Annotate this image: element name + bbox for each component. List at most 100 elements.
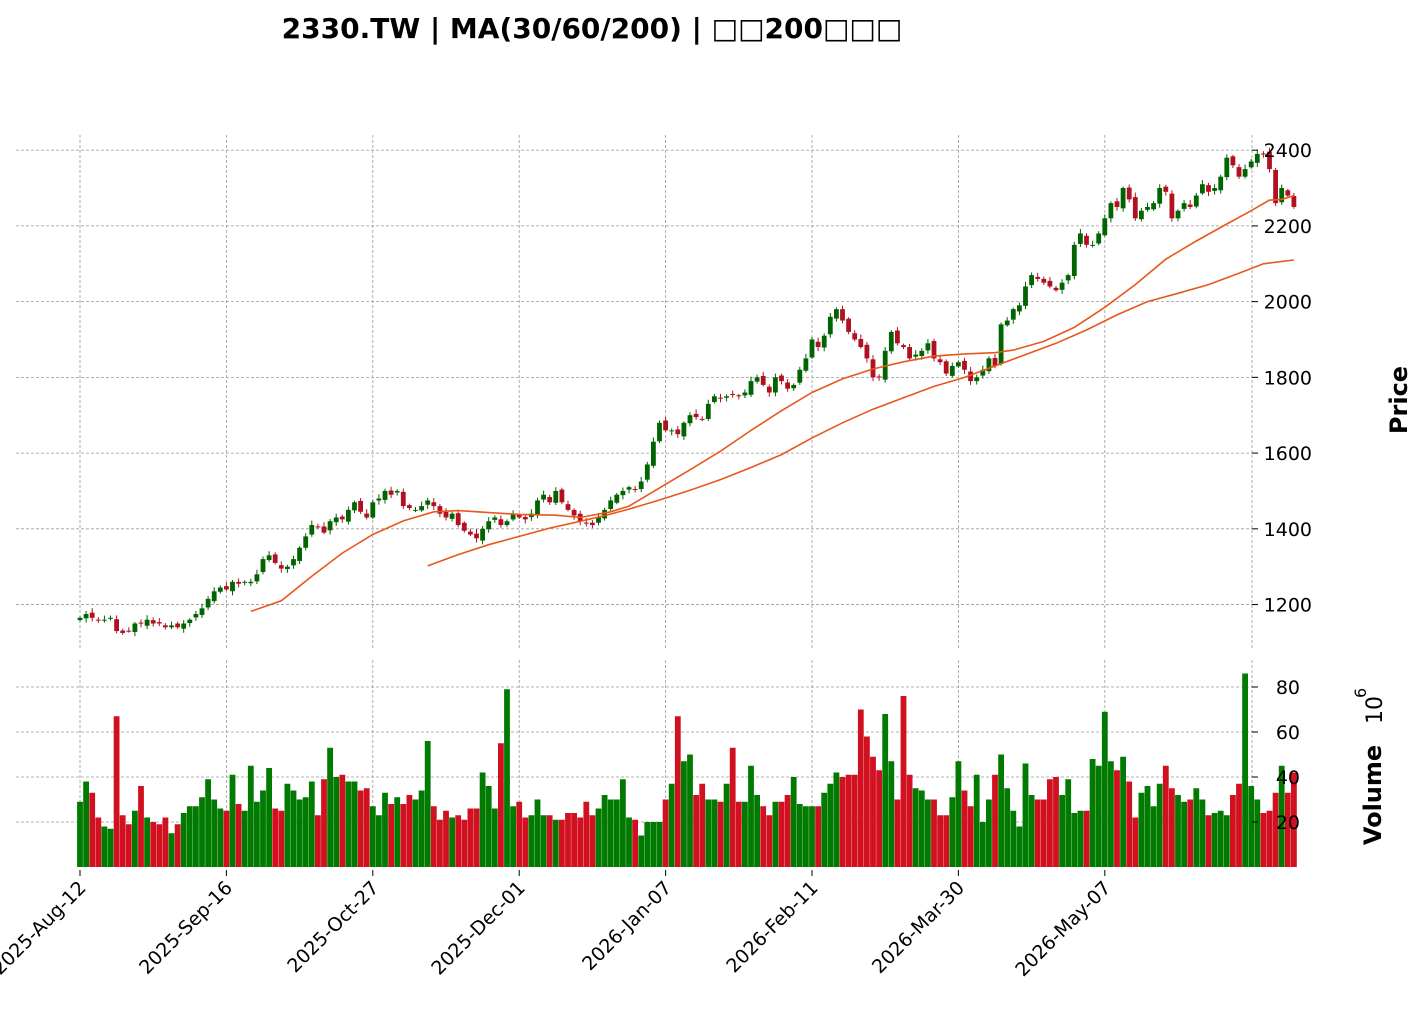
volume-bar [101,826,108,867]
volume-bar [83,781,89,867]
candle-body [1065,275,1071,281]
candle-body [1242,169,1248,177]
candle-body [126,630,132,632]
candle-body [901,345,906,348]
volume-bar [455,815,462,867]
volume-bar [467,808,474,867]
volume-bar [1260,813,1267,867]
candle-body [431,502,437,507]
volume-bar [217,808,224,867]
candle-body [1078,233,1083,244]
volume-bar [723,783,730,867]
volume-bar [1095,765,1102,867]
candle-body [614,494,620,503]
volume-bar [1272,792,1279,867]
volume-bar [668,783,675,867]
volume-bar [1047,779,1053,867]
candle-body [754,377,760,382]
candle-body [535,500,540,515]
candle-body [443,511,449,518]
candle-body [937,359,943,363]
candle-body [815,341,821,348]
candle-body [144,619,150,626]
volume-bar [870,756,876,867]
volume-bar [632,819,638,867]
volume-bar [1223,815,1230,867]
volume-bar [504,689,510,867]
volume-bar [900,696,907,867]
candle-body [663,420,668,431]
volume-bar [223,810,230,867]
date-axis: 2025-Aug-12 2025-Sep-16 2025-Oct-27 2025-De… [0,870,1115,981]
volume-bar [315,815,321,867]
candle-body [278,565,284,569]
candle-body [596,517,601,523]
date-tick-label: 2026-Jan-07 [578,877,676,975]
candle-body [230,581,235,592]
candle-body [364,513,370,518]
volume-bar [162,817,169,867]
date-tick-label: 2025-Oct-27 [283,877,383,977]
volume-bar [113,716,120,867]
candle-body [407,505,412,508]
candle-body [1029,275,1034,286]
volume-bar [186,806,193,867]
candle-body [657,422,662,442]
volume-bar [235,804,242,867]
volume-bar [638,835,645,867]
date-tick-label: 2026-May-07 [1011,877,1115,981]
candle-body [400,491,406,507]
volume-bar [260,790,266,867]
candle-body [992,357,998,366]
price-tick-label: 1800 [1264,367,1312,389]
candle-body [748,381,754,395]
volume-bar [418,790,425,867]
candle-body [248,581,254,584]
volume-bar [589,815,596,867]
candle-body [394,490,400,493]
volume-bar [211,799,218,867]
volume-axis: 20 40 60 80 [1252,677,1300,834]
candle-body [266,555,272,561]
candle-body [1090,244,1095,246]
volume-bar [693,795,699,867]
volume-bar [528,815,535,867]
volume-bar [705,799,712,867]
candle-body [1187,204,1193,207]
price-tick-label: 2200 [1264,216,1312,238]
candle-body [1230,156,1236,166]
volume-bar [577,817,584,867]
candle-body [382,490,388,500]
volume-bar [961,790,968,867]
volume-bar [1016,826,1023,867]
candle-body [1151,203,1156,210]
candle-body [455,513,461,526]
volume-bar [687,754,693,867]
candle-body [809,339,815,358]
candle-body [1248,161,1254,168]
candle-body [486,521,492,530]
volume-bar [498,743,504,867]
candle-body [175,623,180,628]
volume-bar [1065,779,1072,867]
volume-bar [491,808,498,867]
candle-body [791,384,797,389]
candle-body [132,623,138,632]
candle-body [358,500,363,512]
candle-body [974,377,980,382]
candle-body [840,309,845,321]
candle-body [1279,188,1285,203]
volume-bar [559,819,565,867]
candle-body [773,377,778,393]
volume-bar [1169,788,1175,867]
volume-bar [735,801,742,867]
volume-bar [1193,788,1200,867]
candle-body [632,488,638,490]
candle-body [827,316,833,335]
volume-bar [534,799,541,867]
volume-bar [925,799,931,867]
candle-body [413,509,418,511]
volume-bar [1022,763,1029,867]
candle-body [602,509,607,519]
volume-bar [552,819,559,867]
